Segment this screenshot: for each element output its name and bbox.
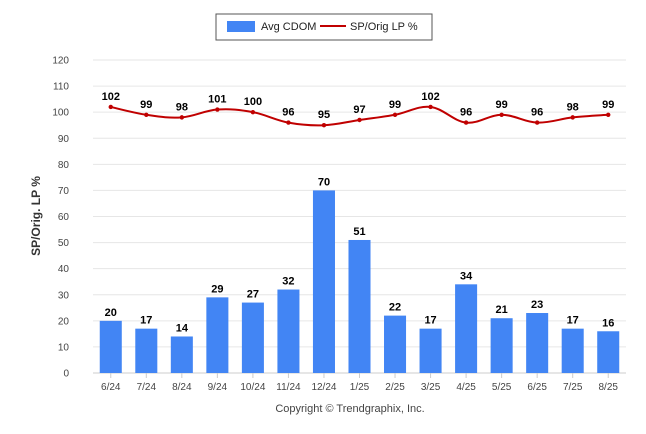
line-data-label: 100 xyxy=(244,96,262,108)
bar-data-label: 32 xyxy=(282,276,294,288)
bar xyxy=(384,315,407,373)
bar-data-label: 14 xyxy=(176,322,189,334)
line-data-label: 99 xyxy=(140,99,152,111)
line-data-label: 97 xyxy=(353,104,365,116)
x-tick-label: 12/24 xyxy=(311,382,336,393)
line-point xyxy=(144,112,149,117)
line-point xyxy=(463,120,469,125)
line-point xyxy=(428,104,433,110)
bar-data-label: 29 xyxy=(211,283,223,295)
bar-data-label: 17 xyxy=(424,315,436,327)
x-tick-label: 8/24 xyxy=(172,382,192,393)
line-data-label: 96 xyxy=(282,107,294,119)
line-point xyxy=(321,123,327,128)
line-point xyxy=(570,115,575,120)
line-series: 102 99 98 101 100 96 95 97 99 102 96 99 96 98 99 xyxy=(102,91,614,128)
bar-data-label: 34 xyxy=(460,270,473,282)
y-tick-label: 80 xyxy=(58,160,70,171)
x-tick-label: 9/24 xyxy=(208,382,228,393)
line-data-label: 96 xyxy=(460,107,472,119)
x-tick-label: 3/25 xyxy=(421,382,441,393)
line-point xyxy=(534,120,540,125)
y-tick-label: 60 xyxy=(58,212,70,223)
y-tick-label: 10 xyxy=(58,342,70,353)
bar xyxy=(99,320,122,373)
line-data-label: 95 xyxy=(318,109,330,121)
line-data-label: 99 xyxy=(389,99,401,111)
bar xyxy=(206,297,229,373)
bar xyxy=(597,331,620,373)
legend-swatch-bar xyxy=(227,21,255,32)
bar-data-label: 23 xyxy=(531,299,543,311)
x-tick-label: 8/25 xyxy=(598,382,618,393)
y-tick-label: 110 xyxy=(53,82,69,93)
x-tick-label: 4/25 xyxy=(456,382,476,393)
bar xyxy=(561,328,584,373)
y-tick-label: 70 xyxy=(58,186,70,197)
bar xyxy=(241,302,264,373)
line-data-label: 101 xyxy=(208,94,226,106)
y-tick-label: 0 xyxy=(63,369,69,380)
line-point xyxy=(250,109,256,115)
y-tick-label: 50 xyxy=(58,238,70,249)
line-point xyxy=(286,120,291,125)
line-data-label: 102 xyxy=(102,91,120,103)
y-tick-label: 20 xyxy=(58,316,70,327)
line-point xyxy=(499,112,504,117)
bar xyxy=(170,336,193,373)
y-axis-label: SP/Orig. LP % xyxy=(29,176,43,256)
line-data-label: 96 xyxy=(531,107,543,119)
line-point xyxy=(392,112,398,117)
x-tick-label: 10/24 xyxy=(240,382,265,393)
bar-data-label: 70 xyxy=(318,176,330,188)
bar-data-label: 22 xyxy=(389,302,401,314)
line-data-label: 102 xyxy=(421,91,439,103)
legend-label-line: SP/Orig LP % xyxy=(350,21,418,33)
x-tick-label: 2/25 xyxy=(385,382,405,393)
y-axis-ticks: 0 10 20 30 40 50 60 70 80 90 100 110 120 xyxy=(52,56,69,380)
bar xyxy=(419,328,442,373)
line-point xyxy=(179,115,185,120)
line-point xyxy=(215,107,220,112)
x-tick-label: 6/25 xyxy=(527,382,547,393)
bar-series: 20 17 14 29 27 32 70 51 22 17 34 21 23 17 16 xyxy=(99,176,620,373)
bar-data-label: 27 xyxy=(247,289,259,301)
x-tick-label: 7/25 xyxy=(563,382,583,393)
bar xyxy=(490,318,513,373)
y-tick-label: 40 xyxy=(58,264,70,275)
bar xyxy=(312,190,335,373)
y-tick-label: 30 xyxy=(58,290,70,301)
bar-data-label: 51 xyxy=(353,226,365,238)
line-data-label: 98 xyxy=(176,101,188,113)
y-tick-label: 90 xyxy=(58,134,70,145)
bar xyxy=(348,239,371,373)
line-point xyxy=(606,112,611,117)
bar-data-label: 17 xyxy=(567,315,579,327)
bar-data-label: 20 xyxy=(105,307,117,319)
legend: Avg CDOM SP/Orig LP % xyxy=(215,13,433,41)
y-tick-label: 120 xyxy=(52,56,69,67)
bar-data-label: 17 xyxy=(140,315,152,327)
x-axis-ticks: 6/24 7/24 8/24 9/24 10/24 11/24 12/24 1/25 2/25 3… xyxy=(101,373,618,393)
line-data-label: 99 xyxy=(496,99,508,111)
bar xyxy=(455,284,478,373)
x-tick-label: 7/24 xyxy=(137,382,157,393)
bar xyxy=(277,289,300,373)
bar-data-label: 21 xyxy=(496,304,508,316)
x-tick-label: 6/24 xyxy=(101,382,121,393)
copyright-credit: Copyright © Trendgraphix, Inc. xyxy=(275,403,424,415)
y-tick-label: 100 xyxy=(52,108,69,119)
bar xyxy=(526,313,549,373)
bar xyxy=(135,328,158,373)
line-point xyxy=(108,104,113,110)
legend-label-bar: Avg CDOM xyxy=(261,21,316,33)
x-tick-label: 11/24 xyxy=(276,382,301,393)
line-point xyxy=(357,117,362,123)
bar-data-label: 16 xyxy=(602,317,614,329)
line-data-label: 99 xyxy=(602,99,614,111)
x-tick-label: 1/25 xyxy=(350,382,370,393)
x-tick-label: 5/25 xyxy=(492,382,512,393)
line-data-label: 98 xyxy=(567,101,579,113)
